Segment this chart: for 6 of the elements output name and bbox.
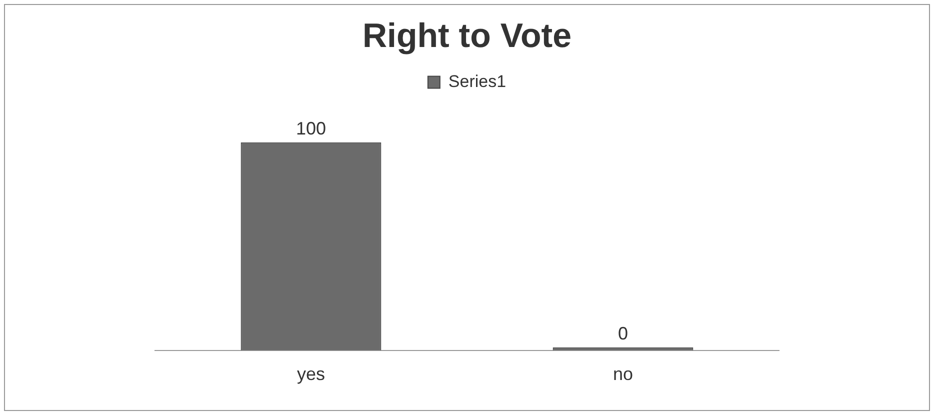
x-tick-label: yes	[296, 364, 326, 384]
chart-title: Right to Vote	[362, 16, 572, 55]
data-label: 0	[618, 323, 628, 344]
data-label: 100	[296, 118, 326, 138]
x-tick-label: no	[612, 364, 634, 384]
legend-label: Series1	[448, 72, 506, 91]
